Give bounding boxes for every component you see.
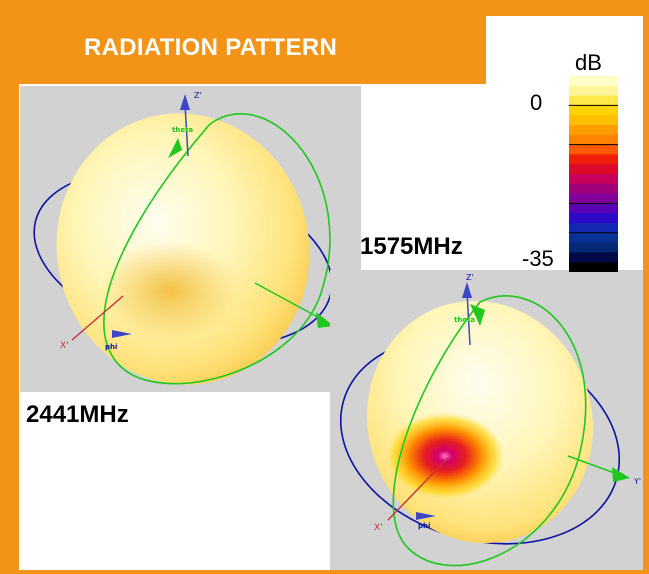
- frequency-label-1575: 1575MHz: [360, 233, 463, 260]
- axis-y-label: Y': [633, 477, 641, 486]
- colorbar-unit: dB: [575, 50, 602, 75]
- page-title: RADIATION PATTERN: [84, 34, 338, 61]
- colorbar-min-label: -35: [522, 246, 554, 271]
- axis-y: [567, 455, 621, 476]
- colorbar-band: [569, 144, 618, 155]
- phi-arrow: [112, 330, 132, 338]
- axis-z-label: Z': [194, 91, 202, 100]
- colorbar-band: [569, 154, 618, 165]
- colorbar: [569, 76, 618, 272]
- title-bar: RADIATION PATTERN: [0, 0, 486, 84]
- colorbar-band: [569, 193, 618, 204]
- colorbar-band: [569, 85, 618, 97]
- colorbar-band: [569, 174, 618, 185]
- frequency-label-2441: 2441MHz: [26, 401, 129, 428]
- frame-left-border: [0, 0, 19, 574]
- colorbar-band: [569, 95, 618, 106]
- theta-arrow: [470, 304, 485, 326]
- colorbar-band: [569, 183, 618, 195]
- pattern-plot-1575: Z' theta Y' X' phi: [339, 273, 641, 567]
- axis-x: [387, 457, 449, 521]
- colorbar-band: [569, 164, 618, 175]
- frame-right-border: [643, 0, 649, 574]
- orbit-theta: [392, 295, 587, 567]
- phi-label: phi: [418, 522, 430, 530]
- axis-x-label: X': [374, 523, 383, 533]
- axis-z: [466, 291, 471, 346]
- pattern-plot-2441: Z' theta Y' X' phi: [33, 91, 346, 385]
- theta-label: theta: [454, 316, 475, 324]
- lobe-null-region: [385, 412, 505, 500]
- axis-x: [71, 295, 124, 341]
- phi-label: phi: [105, 343, 117, 351]
- phi-arrow: [416, 512, 436, 520]
- axis-z-arrow: [180, 94, 190, 110]
- colorbar-band: [569, 134, 618, 146]
- axis-z: [184, 103, 189, 157]
- colorbar-band: [569, 242, 618, 253]
- colorbar-band: [569, 76, 618, 87]
- orbit-theta: [103, 113, 331, 385]
- theta-label: theta: [172, 126, 193, 134]
- colorbar-band: [569, 252, 618, 263]
- colorbar-band: [569, 125, 618, 136]
- lobe-shading: [100, 241, 240, 341]
- axis-y-arrow: [612, 467, 630, 482]
- theta-arrow: [168, 138, 182, 158]
- axis-z-arrow: [462, 282, 472, 298]
- colorbar-band: [569, 223, 618, 234]
- colorbar-band: [569, 105, 618, 116]
- axis-y: [254, 282, 326, 322]
- colorbar-band: [569, 232, 618, 244]
- colorbar-band: [569, 203, 618, 214]
- pattern-panel-2441: Z' theta Y' X' phi: [20, 86, 361, 392]
- axis-x-label: X': [60, 341, 69, 351]
- colorbar-band: [569, 115, 618, 126]
- colorbar-band: [569, 213, 618, 224]
- colorbar-max-label: 0: [530, 90, 543, 115]
- pattern-panel-1575: Z' theta Y' X' phi: [330, 270, 643, 570]
- colorbar-band: [569, 262, 618, 272]
- axis-y-arrow: [316, 312, 334, 328]
- frame-bottom-border: [0, 570, 649, 574]
- axis-z-label: Z': [466, 273, 474, 282]
